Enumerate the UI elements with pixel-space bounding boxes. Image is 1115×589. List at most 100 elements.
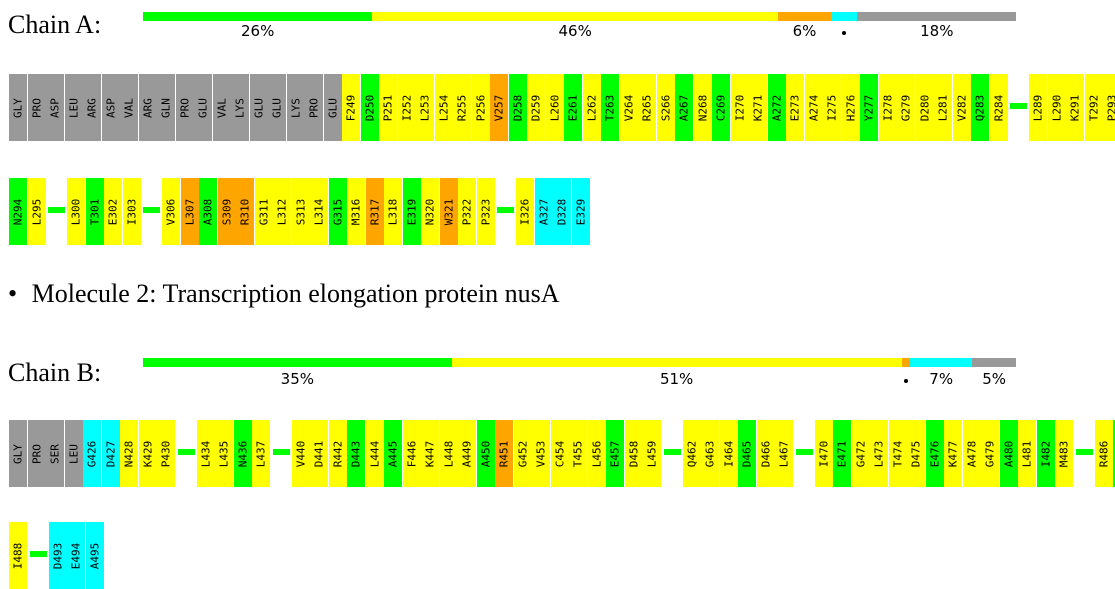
gap-connector <box>497 207 514 213</box>
residue-label: T455 <box>572 440 585 467</box>
residue-block: I275 <box>823 74 841 141</box>
residue-label: P293 <box>1106 94 1115 121</box>
residue-block: Y277 <box>860 74 878 141</box>
residue-block: D466 <box>757 420 775 487</box>
residue-label: N436 <box>236 440 249 467</box>
quality-segment-gray <box>857 12 1016 21</box>
residue-label: VAL <box>123 98 136 118</box>
residue-block: R255 <box>453 74 471 141</box>
residue-block: L456 <box>588 420 606 487</box>
residue-block: GLY <box>9 420 27 487</box>
residue-label: E471 <box>836 440 849 467</box>
residue-block: GLY <box>9 74 27 141</box>
residue-label: A480 <box>1002 440 1015 467</box>
residue-block: N294 <box>9 178 27 245</box>
residue-block: R317 <box>366 178 384 245</box>
residue-label: V453 <box>535 440 548 467</box>
residue-label: L456 <box>590 440 603 467</box>
residue-label: S266 <box>659 94 672 121</box>
residue-label: A449 <box>461 440 474 467</box>
residue-label: N428 <box>123 440 136 467</box>
residue-label: L459 <box>646 440 659 467</box>
gap-connector <box>143 207 160 213</box>
residue-block: ARG <box>83 74 101 141</box>
residue-label: C454 <box>553 440 566 467</box>
residue-label: I470 <box>817 440 830 467</box>
residue-label: G452 <box>516 440 529 467</box>
residue-label: K291 <box>1069 94 1082 121</box>
residue-label: T292 <box>1087 94 1100 121</box>
residue-block: LYS <box>231 74 249 141</box>
residue-block: ARG <box>139 74 157 141</box>
residue-label: K477 <box>947 440 960 467</box>
residue-block: I252 <box>398 74 416 141</box>
residue-block: A450 <box>477 420 495 487</box>
residue-label: I275 <box>826 94 839 121</box>
residue-block: I326 <box>516 178 534 245</box>
residue-block: D443 <box>347 420 365 487</box>
gap-connector <box>48 207 65 213</box>
residue-label: ASP <box>104 98 117 118</box>
quality-segment-orange <box>902 358 911 367</box>
residue-label: LYS <box>289 98 302 118</box>
residue-block: T292 <box>1085 74 1103 141</box>
residue-label: L434 <box>199 440 212 467</box>
residue-label: E302 <box>107 198 120 225</box>
residue-block: P323 <box>477 178 495 245</box>
residue-block: A445 <box>384 420 402 487</box>
residue-label: R442 <box>331 440 344 467</box>
residue-label: A450 <box>479 440 492 467</box>
residue-block: D441 <box>310 420 328 487</box>
residue-block: K271 <box>749 74 767 141</box>
residue-label: ARG <box>86 98 99 118</box>
residue-label: L295 <box>30 198 43 225</box>
residue-label: Q283 <box>974 94 987 121</box>
residue-label: GLU <box>271 98 284 118</box>
residue-label: L253 <box>419 94 432 121</box>
residue-label: R451 <box>498 440 511 467</box>
residue-block: A449 <box>458 420 476 487</box>
residue-label: H276 <box>844 94 857 121</box>
residue-label: F249 <box>345 94 358 121</box>
residue-label: P430 <box>160 440 173 467</box>
residue-label: C269 <box>715 94 728 121</box>
residue-block: A478 <box>963 420 981 487</box>
quality-percent-label: 26% <box>241 22 274 40</box>
quality-percent-label: 18% <box>920 22 953 40</box>
residue-label: L314 <box>313 198 326 225</box>
chain-a-quality-bar <box>143 12 1025 21</box>
residue-block: L434 <box>197 420 215 487</box>
chain-b-quality-bar <box>143 358 1025 367</box>
residue-label: L290 <box>1050 94 1063 121</box>
quality-segment-yellow <box>372 12 778 21</box>
residue-block: ASP <box>46 74 64 141</box>
residue-label: N294 <box>12 198 25 225</box>
residue-label: T263 <box>604 94 617 121</box>
residue-block: P251 <box>379 74 397 141</box>
residue-label: GLU <box>252 98 265 118</box>
residue-label: L260 <box>548 94 561 121</box>
residue-block: G315 <box>329 178 347 245</box>
residue-label: L318 <box>387 198 400 225</box>
quality-dot-marker <box>904 379 908 383</box>
residue-label: I488 <box>12 542 25 569</box>
residue-label: G311 <box>257 198 270 225</box>
residue-block: L254 <box>435 74 453 141</box>
residue-block: PRO <box>28 74 46 141</box>
residue-label: N268 <box>696 94 709 121</box>
residue-label: L262 <box>585 94 598 121</box>
residue-label: I270 <box>733 94 746 121</box>
residue-label: R284 <box>992 94 1005 121</box>
residue-block: T301 <box>86 178 104 245</box>
residue-label: S309 <box>220 198 233 225</box>
residue-label: V257 <box>493 94 506 121</box>
residue-block: I488 <box>9 522 27 589</box>
quality-segment-green <box>143 358 452 367</box>
residue-block: K447 <box>421 420 439 487</box>
residue-block: L312 <box>273 178 291 245</box>
residue-label: G315 <box>331 198 344 225</box>
residue-block: P322 <box>458 178 476 245</box>
residue-block: LYS <box>287 74 305 141</box>
residue-block: E471 <box>833 420 851 487</box>
residue-label: V440 <box>294 440 307 467</box>
